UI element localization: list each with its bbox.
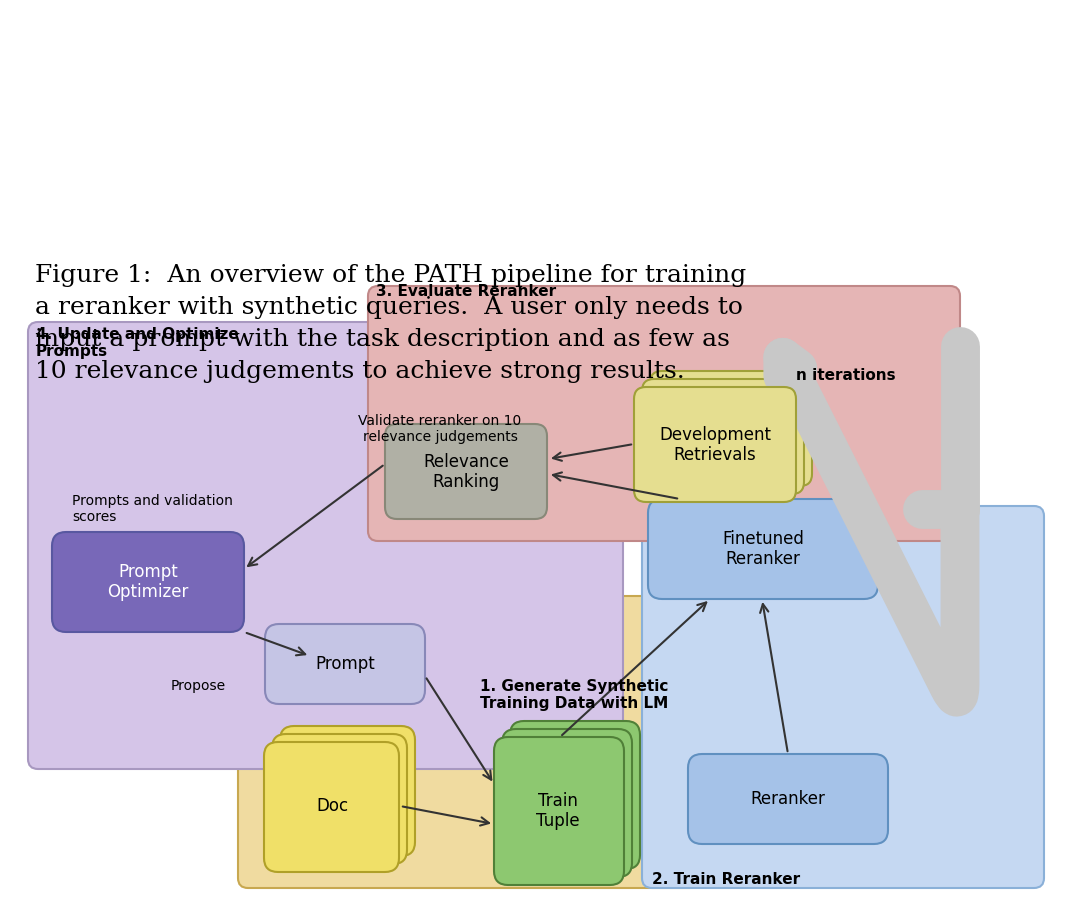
Text: Prompt
Optimizer: Prompt Optimizer [107, 563, 188, 602]
FancyBboxPatch shape [238, 596, 700, 888]
FancyBboxPatch shape [502, 729, 632, 877]
Text: Prompt: Prompt [315, 655, 374, 673]
FancyBboxPatch shape [634, 387, 796, 502]
FancyBboxPatch shape [52, 532, 245, 632]
Text: Validate reranker on 10
relevance judgements: Validate reranker on 10 relevance judgem… [358, 414, 522, 444]
FancyBboxPatch shape [650, 371, 812, 486]
Text: Finetuned
Reranker: Finetuned Reranker [722, 529, 804, 568]
FancyBboxPatch shape [642, 506, 1044, 888]
Text: Development
Retrievals: Development Retrievals [659, 426, 771, 465]
Text: Reranker: Reranker [751, 790, 826, 808]
Text: Prompts and validation
scores: Prompts and validation scores [72, 494, 233, 524]
Text: 1. Generate Synthetic
Training Data with LM: 1. Generate Synthetic Training Data with… [480, 679, 669, 711]
FancyBboxPatch shape [280, 726, 415, 856]
Text: Propose: Propose [171, 679, 225, 693]
FancyBboxPatch shape [510, 721, 639, 869]
Text: Figure 1:  An overview of the PATH pipeline for training
a reranker with synthet: Figure 1: An overview of the PATH pipeli… [35, 264, 747, 383]
Text: Doc: Doc [316, 797, 348, 815]
FancyBboxPatch shape [272, 734, 407, 864]
Text: 2. Train Reranker: 2. Train Reranker [652, 872, 800, 887]
Text: 3. Evaluate Reranker: 3. Evaluate Reranker [377, 284, 556, 299]
Text: Train
Tuple: Train Tuple [537, 792, 580, 831]
FancyBboxPatch shape [648, 499, 878, 599]
FancyBboxPatch shape [688, 754, 888, 844]
Text: 4. Update and Optimize
Prompts: 4. Update and Optimize Prompts [36, 326, 239, 359]
FancyBboxPatch shape [368, 286, 960, 541]
Text: Relevance
Ranking: Relevance Ranking [423, 453, 509, 492]
FancyBboxPatch shape [28, 322, 623, 769]
FancyBboxPatch shape [494, 737, 624, 885]
FancyBboxPatch shape [385, 424, 547, 519]
FancyBboxPatch shape [264, 742, 399, 872]
FancyBboxPatch shape [265, 624, 425, 704]
FancyBboxPatch shape [642, 379, 804, 494]
Text: n iterations: n iterations [796, 369, 896, 383]
